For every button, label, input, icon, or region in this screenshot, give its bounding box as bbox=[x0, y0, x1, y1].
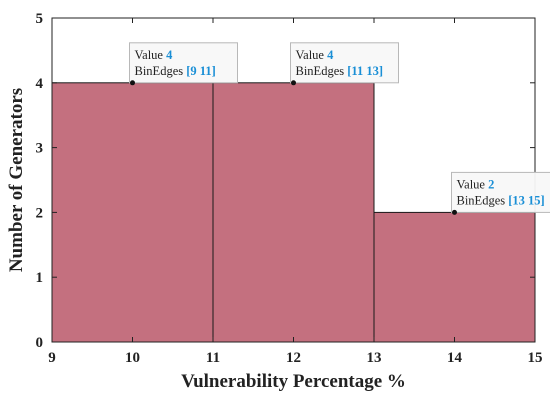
datatip-marker bbox=[291, 80, 296, 86]
datatip-value: 4 bbox=[166, 48, 173, 62]
datatip-edges-label: BinEdges bbox=[135, 64, 187, 78]
datatip-value-line: Value 4 bbox=[296, 48, 335, 62]
datatip-value-label: Value bbox=[135, 48, 167, 62]
datatip-edges-line: BinEdges [13 15] bbox=[457, 193, 545, 207]
histogram-bar-2[interactable] bbox=[212, 82, 375, 343]
datatip-value-label: Value bbox=[296, 48, 328, 62]
y-axis-label: Number of Generators bbox=[6, 88, 27, 272]
x-tick-label: 10 bbox=[125, 350, 140, 366]
datatip-value-line: Value 4 bbox=[135, 48, 174, 62]
datatip-value: 4 bbox=[327, 48, 334, 62]
datatip-marker bbox=[130, 80, 135, 86]
datatip-edges-label: BinEdges bbox=[457, 193, 509, 207]
y-tick-label: 2 bbox=[36, 205, 44, 221]
y-tick-label: 1 bbox=[36, 270, 44, 286]
x-tick-label: 11 bbox=[206, 350, 220, 366]
y-tick-label: 5 bbox=[36, 11, 44, 27]
histogram-bar-3[interactable] bbox=[373, 211, 536, 343]
x-axis-label: Vulnerability Percentage % bbox=[181, 371, 406, 392]
datatip-value: 2 bbox=[488, 177, 494, 191]
datatip-marker bbox=[452, 209, 457, 215]
datatip-value-line: Value 2 bbox=[457, 177, 495, 191]
datatip-edges-label: BinEdges bbox=[296, 64, 348, 78]
datatips-layer: Value 4 BinEdges [9 11] Value 4 BinEdges [1… bbox=[129, 42, 550, 215]
datatip-box bbox=[129, 42, 238, 84]
datatip-value-label: Value bbox=[457, 177, 489, 191]
datatip-edges: [9 11] bbox=[186, 64, 216, 78]
x-tick-label: 15 bbox=[528, 350, 543, 366]
y-tick-label: 4 bbox=[36, 76, 44, 92]
x-tick-label: 12 bbox=[286, 350, 301, 366]
datatip-edges: [11 13] bbox=[347, 64, 383, 78]
datatip-2[interactable]: Value 4 BinEdges [11 13] bbox=[290, 42, 399, 86]
datatip-box bbox=[290, 42, 399, 84]
y-tick-label: 3 bbox=[36, 141, 44, 157]
datatip-3[interactable]: Value 2 BinEdges [13 15] bbox=[451, 171, 550, 215]
datatip-box bbox=[451, 171, 550, 213]
histogram-bar-1[interactable] bbox=[51, 82, 214, 343]
x-tick-label: 13 bbox=[367, 350, 382, 366]
x-tick-label: 9 bbox=[48, 350, 56, 366]
x-tick-label: 14 bbox=[447, 350, 463, 366]
datatip-edges: [13 15] bbox=[508, 193, 544, 207]
y-tick-label: 0 bbox=[36, 335, 44, 351]
datatip-edges-line: BinEdges [11 13] bbox=[296, 64, 384, 78]
datatip-edges-line: BinEdges [9 11] bbox=[135, 64, 216, 78]
datatip-1[interactable]: Value 4 BinEdges [9 11] bbox=[129, 42, 238, 86]
